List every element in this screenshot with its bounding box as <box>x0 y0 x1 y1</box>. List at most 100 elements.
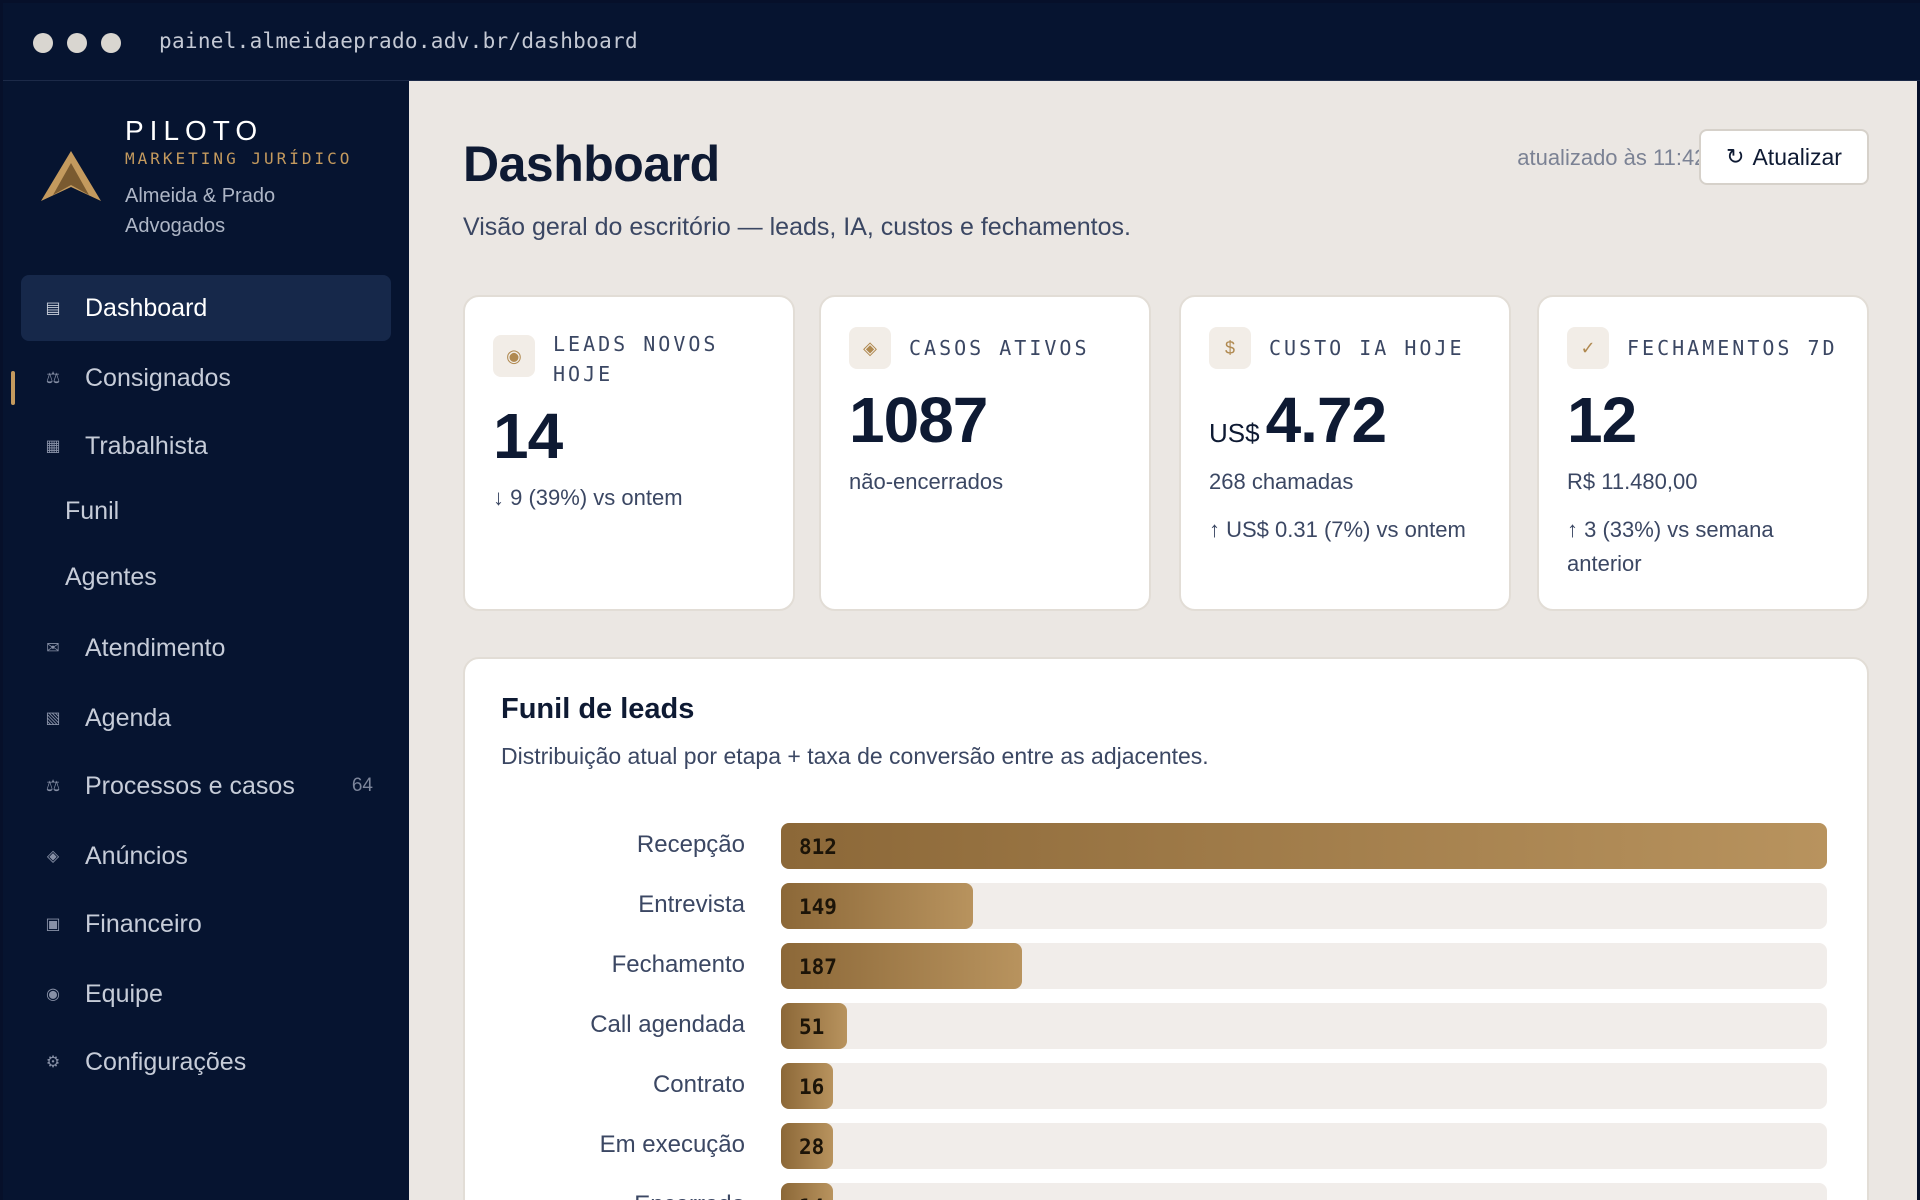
sidebar-item-anuncios[interactable]: ◈ Anúncios <box>21 823 391 889</box>
sidebar-item-agenda[interactable]: ▧ Agenda <box>21 685 391 751</box>
sidebar-item-configuracoes[interactable]: ⚙ Configurações <box>21 1029 391 1095</box>
team-icon: ◉ <box>46 986 60 1003</box>
organization-name: Almeida & Prado Advogados <box>125 185 276 237</box>
funnel-value-label: 187 <box>799 955 837 979</box>
kpi-note: 268 chamadas <box>1209 469 1354 494</box>
funnel-row: Call agendada 51 <box>465 1003 1871 1051</box>
funnel-track: 187 <box>781 943 1827 989</box>
kpi-label: CASOS ATIVOS <box>909 336 1090 360</box>
funnel-value-label: 149 <box>799 895 837 919</box>
funnel-track: 16 <box>781 1063 1827 1109</box>
kpi-label: FECHAMENTOS 7D <box>1627 336 1838 360</box>
mail-icon: ✉ <box>46 640 60 657</box>
sidebar-item-label: Atendimento <box>85 633 226 662</box>
kpi-card-casos: ◈ CASOS ATIVOS 1087 não-encerrados <box>819 295 1151 611</box>
sidebar-item-equipe[interactable]: ◉ Equipe <box>21 961 391 1027</box>
leads-icon: ◉ <box>493 335 535 377</box>
funnel-track: 14 <box>781 1183 1827 1200</box>
kpi-note: R$ 11.480,00 <box>1567 469 1698 494</box>
scale-icon: ⚖ <box>45 370 61 387</box>
funnel-row: Contrato 16 <box>465 1063 1871 1111</box>
sidebar-item-atendimento[interactable]: ✉ Atendimento <box>21 615 391 681</box>
kpi-value: 1087 <box>849 384 988 456</box>
sidebar-item-label: Anúncios <box>85 841 188 870</box>
funnel-bar[interactable]: 16 <box>781 1063 833 1109</box>
funnel-bar[interactable]: 149 <box>781 883 973 929</box>
brand-tagline: MARKETING JURÍDICO <box>125 149 353 168</box>
processos-count-badge: 64 <box>351 775 373 796</box>
dashboard-icon: ▤ <box>45 300 61 317</box>
kpi-note: ↓ 9 (39%) vs ontem <box>493 485 683 510</box>
funnel-bar[interactable]: 187 <box>781 943 1022 989</box>
gear-icon: ⚙ <box>45 1054 61 1071</box>
funnel-row: Recepção 812 <box>465 823 1871 871</box>
currency-prefix: US$ <box>1209 418 1260 448</box>
kpi-value-number: 4.72 <box>1265 384 1388 456</box>
funnel-panel: Funil de leads Distribuição atual por et… <box>463 657 1869 1200</box>
kpi-card-fechamentos: ✓ FECHAMENTOS 7D 12 R$ 11.480,00 ↑ 3 (33… <box>1537 295 1869 611</box>
grid-icon: ▦ <box>45 438 61 455</box>
funnel-bar[interactable]: 14 <box>781 1183 833 1200</box>
funnel-row: Encerrado 14 <box>465 1183 1871 1200</box>
sidebar-item-trabalhista[interactable]: ▦ Trabalhista <box>21 413 391 479</box>
sidebar: PILOTO MARKETING JURÍDICO Almeida & Prad… <box>3 81 409 1200</box>
funnel-stage-label: Fechamento <box>611 951 745 978</box>
wallet-icon: ▣ <box>45 916 61 933</box>
kpi-note: ↑ US$ 0.31 (7%) vs ontem <box>1209 517 1466 542</box>
funnel-bar[interactable]: 812 <box>781 823 1827 869</box>
sidebar-item-label: Dashboard <box>85 293 208 322</box>
kpi-label: LEADS NOVOS HOJE <box>553 332 719 386</box>
piloto-logo-icon <box>41 151 101 201</box>
funnel-subtitle: Distribuição atual por etapa + taxa de c… <box>501 743 1209 769</box>
sidebar-item-consignados[interactable]: ⚖ Consignados <box>21 345 391 411</box>
funnel-row: Em execução 28 <box>465 1123 1871 1171</box>
refresh-label: Atualizar <box>1752 143 1842 170</box>
funnel-value-label: 51 <box>799 1015 825 1039</box>
kpi-value: US$4.72 <box>1209 383 1388 457</box>
funnel-stage-label: Em execução <box>599 1131 745 1158</box>
funnel-title: Funil de leads <box>501 693 695 725</box>
window-minimize-dot[interactable] <box>67 33 87 53</box>
kpi-value: 12 <box>1567 384 1637 456</box>
kpi-label: CUSTO IA HOJE <box>1269 336 1465 360</box>
page-title: Dashboard <box>463 136 720 192</box>
funnel-stage-label: Recepção <box>636 831 745 858</box>
kpi-note: ↑ 3 (33%) vs semana anterior <box>1567 517 1774 576</box>
kpi-value: 14 <box>493 400 563 472</box>
funnel-track: 28 <box>781 1123 1827 1169</box>
funnel-row: Entrevista 149 <box>465 883 1871 931</box>
sidebar-item-processos[interactable]: ⚖ Processos e casos 64 <box>21 753 391 819</box>
kpi-card-custo-ia: $ CUSTO IA HOJE US$4.72 268 chamadas ↑ U… <box>1179 295 1511 611</box>
funnel-value-label: 14 <box>799 1195 824 1200</box>
sidebar-item-dashboard[interactable]: ▤ Dashboard <box>21 275 391 341</box>
sidebar-item-financeiro[interactable]: ▣ Financeiro <box>21 891 391 957</box>
funnel-stage-label: Entrevista <box>638 891 745 918</box>
funnel-track: 51 <box>781 1003 1827 1049</box>
cases-icon: ◈ <box>849 327 891 369</box>
sidebar-item-label: Agenda <box>85 703 172 732</box>
funnel-value-label: 812 <box>799 835 837 859</box>
brand-name: PILOTO <box>125 115 264 146</box>
window-close-dot[interactable] <box>33 33 53 53</box>
funnel-bar[interactable]: 28 <box>781 1123 833 1169</box>
page-subtitle: Visão geral do escritório — leads, IA, c… <box>463 213 1131 241</box>
funnel-stage-label: Contrato <box>652 1071 745 1098</box>
kpi-card-leads: ◉ LEADS NOVOS HOJE 14 ↓ 9 (39%) vs ontem <box>463 295 795 611</box>
funnel-bar[interactable]: 51 <box>781 1003 847 1049</box>
refresh-icon: ↻ <box>1726 144 1745 169</box>
sidebar-item-label: Equipe <box>85 979 163 1008</box>
window-maximize-dot[interactable] <box>101 33 121 53</box>
browser-bar: painel.almeidaeprado.adv.br/dashboard <box>3 3 1920 81</box>
sidebar-subitem-funil[interactable]: Funil <box>65 497 120 525</box>
address-bar[interactable]: painel.almeidaeprado.adv.br/dashboard <box>159 29 638 53</box>
main-content: Dashboard Visão geral do escritório — le… <box>409 81 1917 1200</box>
check-icon: ✓ <box>1567 327 1609 369</box>
active-indicator <box>11 371 15 405</box>
dollar-icon: $ <box>1209 327 1251 369</box>
refresh-button[interactable]: ↻ Atualizar <box>1699 129 1869 185</box>
sidebar-item-label: Financeiro <box>85 909 202 938</box>
sidebar-item-label: Trabalhista <box>85 431 208 460</box>
calendar-icon: ▧ <box>45 710 61 727</box>
sidebar-subitem-agentes[interactable]: Agentes <box>65 563 157 591</box>
